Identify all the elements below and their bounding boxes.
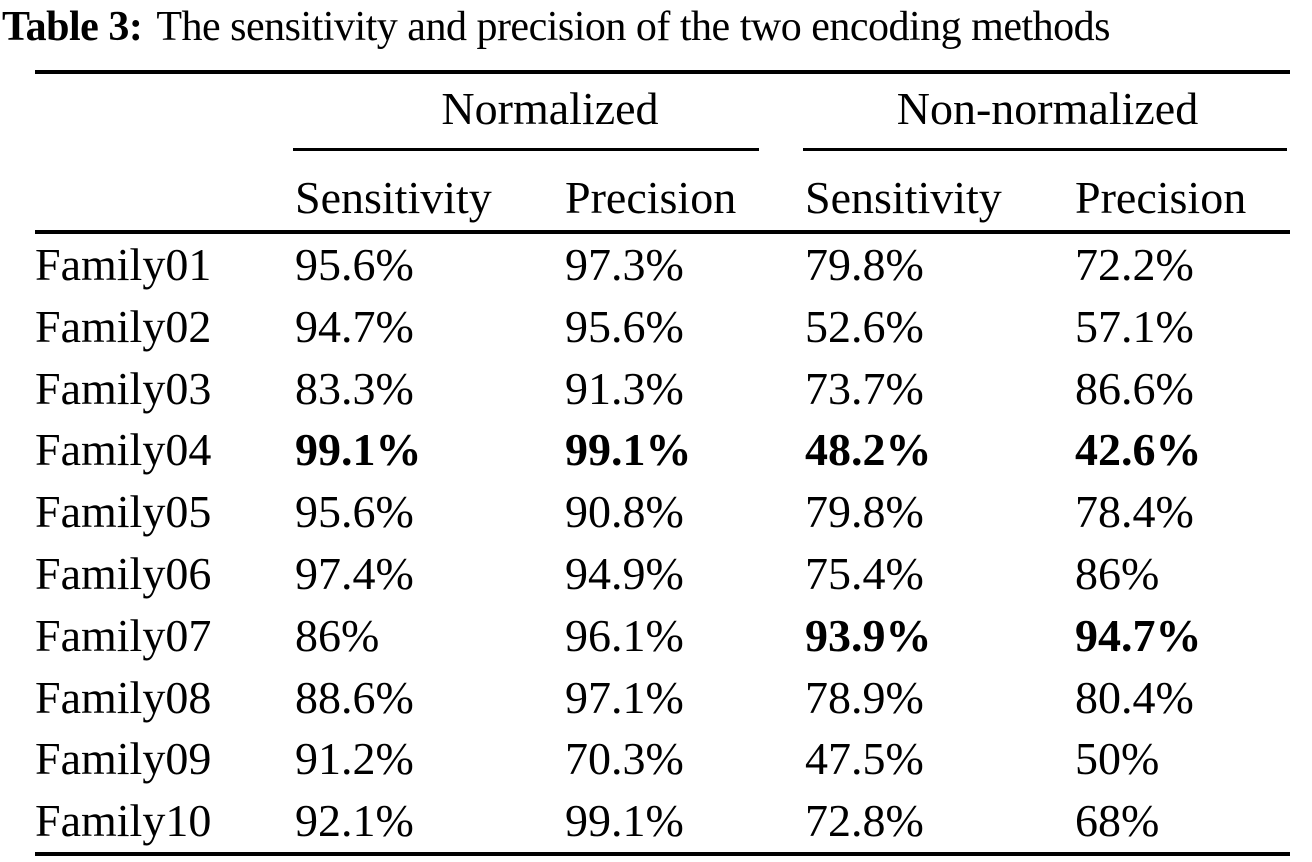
sub-header-row: Sensitivity Precision Sensitivity Precis… (35, 158, 1290, 230)
value-cell: 95.6% (295, 486, 414, 538)
value-cell: 92.1% (295, 795, 414, 847)
value-cell: 94.7% (295, 300, 414, 352)
table-row: Family09 91.2% 70.3% 47.5% 50% (35, 728, 1290, 790)
value-cell: 95.6% (565, 300, 684, 352)
value-cell: 79.8% (805, 486, 924, 538)
results-table: Normalized Non-normalized Sensitivity Pr… (35, 70, 1290, 856)
value-cell: 96.1% (565, 609, 684, 661)
value-cell: 99.1% (565, 424, 692, 476)
value-cell: 97.1% (565, 671, 684, 723)
table-row: Family04 99.1% 99.1% 48.2% 42.6% (35, 419, 1290, 481)
family-label: Family06 (35, 547, 212, 599)
normalized-group-rule (293, 148, 759, 151)
table-row: Family01 95.6% 97.3% 79.8% 72.2% (35, 234, 1290, 296)
value-cell: 70.3% (565, 733, 684, 785)
value-cell: 73.7% (805, 362, 924, 414)
table-row: Family08 88.6% 97.1% 78.9% 80.4% (35, 667, 1290, 729)
group-header-normalized: Normalized (441, 83, 659, 134)
family-label: Family03 (35, 362, 212, 414)
value-cell: 91.2% (295, 733, 414, 785)
family-label: Family07 (35, 609, 212, 661)
column-group-header-row: Normalized Non-normalized (35, 74, 1290, 136)
value-cell: 97.4% (295, 547, 414, 599)
family-label: Family05 (35, 486, 212, 538)
table-row: Family07 86% 96.1% 93.9% 94.7% (35, 605, 1290, 667)
value-cell: 94.9% (565, 547, 684, 599)
family-label: Family04 (35, 424, 212, 476)
value-cell: 91.3% (565, 362, 684, 414)
value-cell: 47.5% (805, 733, 924, 785)
family-label: Family09 (35, 733, 212, 785)
table-row: Family06 97.4% 94.9% 75.4% 86% (35, 543, 1290, 605)
value-cell: 94.7% (1075, 609, 1202, 661)
value-cell: 83.3% (295, 362, 414, 414)
table-caption-label: Table 3: (2, 4, 143, 50)
table-bottom-rule (35, 851, 1290, 856)
empty-subheader-cell (35, 158, 295, 238)
value-cell: 93.9% (805, 609, 932, 661)
value-cell: 88.6% (295, 671, 414, 723)
value-cell: 72.8% (805, 795, 924, 847)
value-cell: 95.6% (295, 239, 414, 290)
non-normalized-group-rule (803, 148, 1287, 151)
value-cell: 80.4% (1075, 671, 1194, 723)
value-cell: 79.8% (805, 239, 924, 290)
value-cell: 48.2% (805, 424, 932, 476)
table-mid-rule (35, 230, 1290, 234)
table-caption-text: The sensitivity and precision of the two… (156, 4, 1110, 50)
value-cell: 52.6% (805, 300, 924, 352)
value-cell: 72.2% (1075, 239, 1194, 290)
value-cell: 50% (1075, 733, 1160, 785)
group-underline-row (35, 136, 1290, 158)
value-cell: 57.1% (1075, 300, 1194, 352)
value-cell: 99.1% (295, 424, 422, 476)
value-cell: 86.6% (1075, 362, 1194, 414)
empty-header-cell (35, 74, 295, 144)
subheader-non-normalized-sensitivity: Sensitivity (805, 172, 1002, 223)
family-label: Family10 (35, 795, 212, 847)
table-row: Family03 83.3% 91.3% 73.7% 86.6% (35, 358, 1290, 420)
value-cell: 75.4% (805, 547, 924, 599)
family-label: Family01 (35, 239, 212, 290)
table-row: Family05 95.6% 90.8% 79.8% 78.4% (35, 481, 1290, 543)
family-label: Family08 (35, 671, 212, 723)
value-cell: 78.9% (805, 671, 924, 723)
table-top-rule (35, 70, 1290, 74)
value-cell: 78.4% (1075, 486, 1194, 538)
value-cell: 97.3% (565, 239, 684, 290)
table-row: Family02 94.7% 95.6% 52.6% 57.1% (35, 296, 1290, 358)
value-cell: 86% (1075, 547, 1160, 599)
value-cell: 68% (1075, 795, 1160, 847)
group-header-non-normalized: Non-normalized (896, 83, 1199, 134)
table-row: Family10 92.1% 99.1% 72.8% 68% (35, 790, 1290, 852)
table-caption: Table 3: The sensitivity and precision of… (2, 2, 1110, 52)
value-cell: 99.1% (565, 795, 684, 847)
subheader-normalized-sensitivity: Sensitivity (295, 172, 492, 223)
subheader-non-normalized-precision: Precision (1075, 172, 1247, 223)
subheader-normalized-precision: Precision (565, 172, 737, 223)
family-label: Family02 (35, 300, 212, 352)
value-cell: 90.8% (565, 486, 684, 538)
value-cell: 42.6% (1075, 424, 1202, 476)
value-cell: 86% (295, 609, 380, 661)
